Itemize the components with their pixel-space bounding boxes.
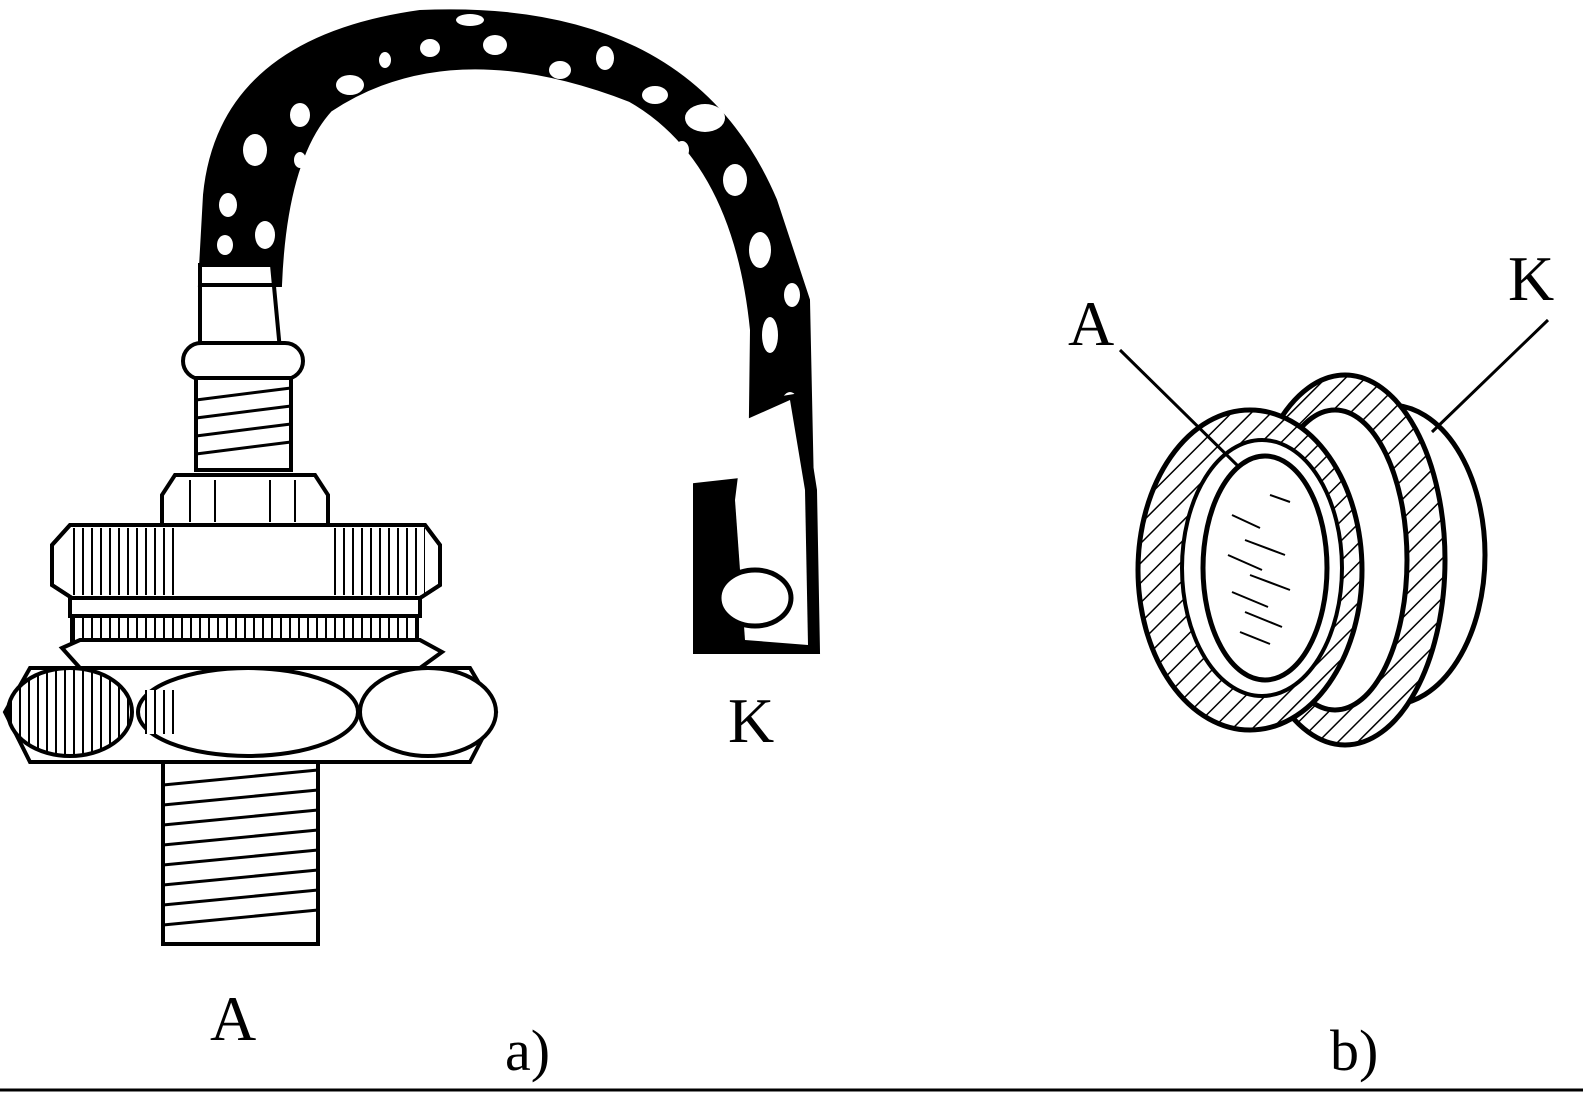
mounting-nut (2, 666, 499, 764)
lead-crimp-sleeve (181, 263, 305, 472)
panel-a-caption: a) (505, 1018, 550, 1083)
anode-leader-line (1118, 348, 1242, 470)
panel-a-cathode-label: K (728, 685, 774, 756)
cathode-leader-line (1430, 318, 1550, 434)
anode-contact-face (1200, 453, 1330, 683)
cathode-lug (693, 392, 821, 654)
stud-diode-drawing (2, 9, 821, 946)
contact-face-texture (1227, 494, 1291, 645)
diode-body-hex (50, 523, 446, 670)
threaded-stud (161, 760, 320, 946)
panel-b-caption: b) (1330, 1018, 1378, 1083)
panel-b-anode-label: A (1068, 288, 1114, 359)
disc-diode-drawing (1118, 318, 1550, 748)
panel-a-anode-label: A (210, 983, 256, 1054)
panel-b-cathode-label: K (1508, 243, 1554, 314)
upper-hex-cap (160, 473, 330, 527)
